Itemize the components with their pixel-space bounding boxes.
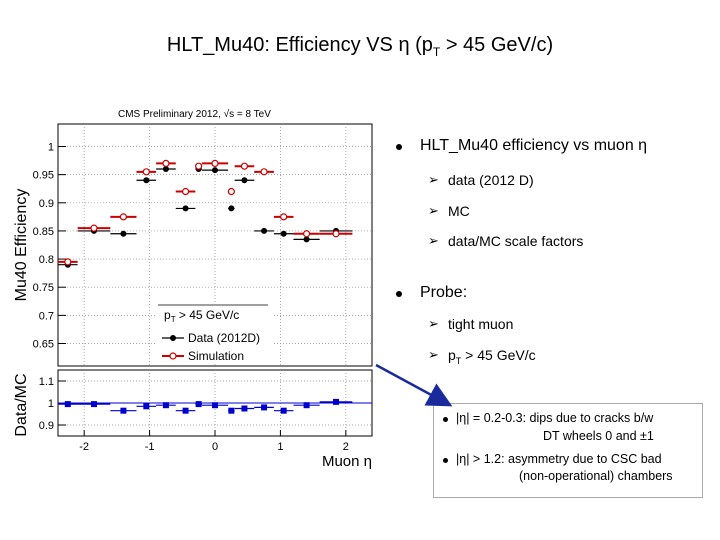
legend-data-label: Data (2012D) xyxy=(188,331,260,345)
y-tick-label: 0.9 xyxy=(39,420,54,432)
title-main: HLT_Mu40: Efficiency VS η (p xyxy=(166,34,433,56)
mc-point xyxy=(240,162,249,170)
x-tick-label: -1 xyxy=(145,441,155,453)
data-point xyxy=(280,230,287,237)
note-csc-line1: |η| > 1.2: asymmetry due to CSC bad xyxy=(456,452,662,466)
pt-rest: > 45 GeV/c xyxy=(461,347,536,363)
arrow-bullet-icon: ➢ xyxy=(428,316,439,331)
y-tick-label: 0.8 xyxy=(39,254,54,266)
ratio-point xyxy=(162,402,169,409)
data-point xyxy=(212,167,218,174)
ratio-point xyxy=(120,407,127,414)
mc-point xyxy=(332,230,340,238)
y-tick-label: 0.7 xyxy=(39,310,54,322)
note-cracks-line2: DT wheels 0 and ±1 xyxy=(543,429,654,443)
legend-mc-label: Simulation xyxy=(188,349,244,363)
mc-point xyxy=(142,168,150,176)
ratio-point xyxy=(261,404,268,411)
arrow-bullet-icon: ➢ xyxy=(428,172,439,187)
title-sub: T xyxy=(432,45,441,59)
ratio-point xyxy=(228,407,235,414)
y-tick-label: 0.65 xyxy=(33,338,54,350)
data-point xyxy=(241,177,248,184)
x-tick-label: 0 xyxy=(212,441,218,453)
ratio-point xyxy=(90,401,97,408)
sub-bullet-data: data (2012 D) xyxy=(448,172,534,188)
efficiency-plot: -2 -1 0 1 2 0.65 0.7 0.75 0.8 0.85 0.9 0.95 1 0.9 1 1.1… xyxy=(13,108,373,470)
ratio-point xyxy=(195,401,202,408)
mc-point xyxy=(64,258,72,266)
y-tick-label: 0.95 xyxy=(33,170,54,182)
pt-p: p xyxy=(448,347,456,363)
arrow-bullet-icon: ➢ xyxy=(428,233,439,248)
x-tick-label: 1 xyxy=(277,441,283,453)
data-point xyxy=(162,166,169,173)
y-tick-label: 0.85 xyxy=(33,226,54,238)
legend-title-p: p xyxy=(164,308,171,322)
y-axis-label: Mu40 Efficiency xyxy=(13,189,30,302)
chart-header: CMS Preliminary 2012, √s = 8 TeV xyxy=(118,108,271,120)
note-dot xyxy=(443,417,448,422)
legend-title: pT > 45 GeV/c xyxy=(164,308,239,324)
data-point xyxy=(182,205,189,212)
mc-point xyxy=(302,230,311,238)
x-axis-label: Muon η xyxy=(322,453,372,470)
mc-point xyxy=(90,224,98,232)
y-tick-label: 0.75 xyxy=(33,282,54,294)
ratio-point xyxy=(280,407,287,414)
y-tick-label: 1 xyxy=(48,142,54,154)
mc-point xyxy=(162,159,170,167)
mc-point xyxy=(260,168,268,176)
mc-point xyxy=(181,187,190,196)
mc-point xyxy=(119,213,128,221)
data-point xyxy=(120,230,127,237)
arrow-bullet-icon: ➢ xyxy=(428,347,439,362)
bullet-probe: Probe: xyxy=(420,284,468,301)
ratio-point xyxy=(143,403,150,410)
legend-box xyxy=(156,304,274,362)
bullet-efficiency: HLT_Mu40 efficiency vs muon η xyxy=(420,137,648,154)
note-cracks-line1: |η| = 0.2-0.3: dips due to cracks b/w xyxy=(456,411,654,425)
arrow-bullet-icon: ➢ xyxy=(428,203,439,218)
data-point xyxy=(228,205,235,212)
mc-point xyxy=(280,213,288,221)
title-tail: > 45 GeV/c) xyxy=(440,34,554,56)
y-tick-label: 1.1 xyxy=(39,376,54,388)
ratio-point xyxy=(212,402,218,409)
data-point xyxy=(261,227,268,234)
slide-title: HLT_Mu40: Efficiency VS η (pT > 45 GeV/c… xyxy=(0,34,720,59)
sub-bullet-pt-cut: pT > 45 GeV/c xyxy=(448,347,536,366)
x-tick-label: 2 xyxy=(343,441,349,453)
data-point xyxy=(143,177,150,184)
bullet-dot xyxy=(396,144,402,150)
y-tick-label: 0.9 xyxy=(39,198,54,210)
pt-sub: T xyxy=(455,355,462,366)
data-point xyxy=(303,236,310,243)
notes-box xyxy=(433,403,703,498)
legend-title-rest: > 45 GeV/c xyxy=(176,308,240,322)
mc-point xyxy=(195,162,203,170)
legend-data-marker xyxy=(170,335,176,341)
bullet-dot xyxy=(396,291,402,297)
legend-title-sub: T xyxy=(171,315,176,324)
y-axis-label: Data/MC xyxy=(13,373,30,436)
sub-bullet-mc: MC xyxy=(448,203,470,219)
ratio-point xyxy=(241,405,248,412)
mc-point xyxy=(227,187,235,196)
y-tick-label: 1 xyxy=(48,398,54,410)
sub-bullet-tight-muon: tight muon xyxy=(448,316,514,332)
note-csc-line2: (non-operational) chambers xyxy=(519,469,673,483)
mc-point xyxy=(211,159,219,167)
ratio-point xyxy=(333,398,340,405)
legend-mc-marker xyxy=(169,352,177,360)
note-dot xyxy=(443,458,448,463)
ratio-point xyxy=(182,407,189,414)
ratio-point xyxy=(303,402,310,409)
ratio-point xyxy=(64,401,71,408)
x-tick-label: -2 xyxy=(79,441,89,453)
sub-bullet-scale-factors: data/MC scale factors xyxy=(448,233,584,249)
